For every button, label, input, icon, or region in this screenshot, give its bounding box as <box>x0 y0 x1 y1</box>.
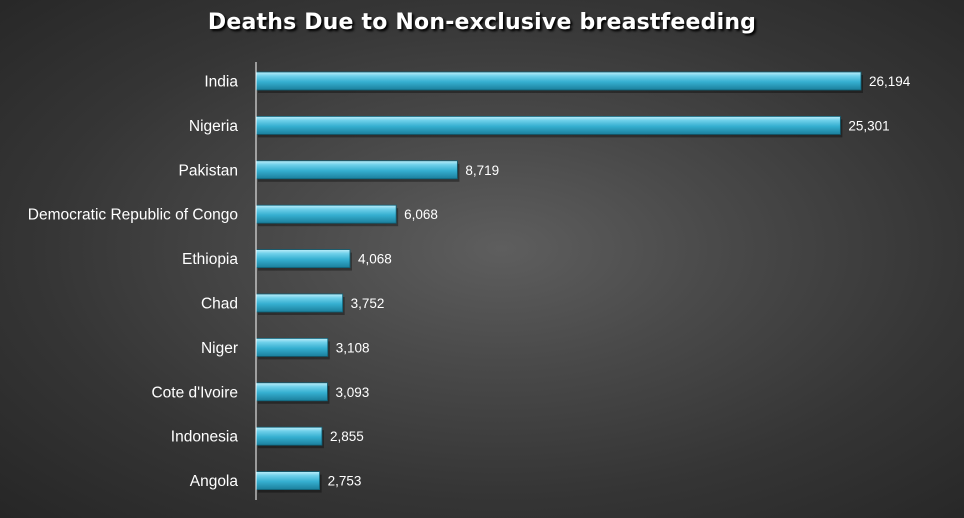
data-label: 3,108 <box>336 340 370 355</box>
category-label: India <box>204 74 238 91</box>
bars-layer <box>255 71 863 493</box>
category-label: Cote d'Ivoire <box>151 384 238 401</box>
bar <box>255 471 320 491</box>
category-label: Pakistan <box>179 162 238 179</box>
data-label: 2,753 <box>328 474 362 489</box>
bar <box>255 426 323 446</box>
category-label: Indonesia <box>171 429 239 446</box>
data-label: 6,068 <box>404 207 438 222</box>
data-label: 8,719 <box>465 163 499 178</box>
bar <box>255 382 328 402</box>
category-label: Ethiopia <box>182 251 238 268</box>
labels-layer: India 26,194 Nigeria 25,301 Pakistan 8,719 Dem… <box>28 74 911 491</box>
data-label: 26,194 <box>869 74 911 89</box>
category-label: Democratic Republic of Congo <box>28 207 238 224</box>
data-label: 3,093 <box>335 385 369 400</box>
bar <box>255 249 351 269</box>
data-label: 3,752 <box>351 296 385 311</box>
bar <box>255 337 329 357</box>
data-label: 2,855 <box>330 429 364 444</box>
bar <box>255 116 841 135</box>
category-label: Niger <box>201 340 238 357</box>
data-label: 25,301 <box>848 118 889 133</box>
bar <box>255 204 397 224</box>
category-label: Chad <box>201 296 238 313</box>
data-label: 4,068 <box>358 252 392 267</box>
category-label: Angola <box>190 473 239 490</box>
bar <box>255 71 862 91</box>
bar <box>255 293 344 313</box>
chart-title: Deaths Due to Non-exclusive breastfeedin… <box>207 10 757 35</box>
category-label: Nigeria <box>189 118 238 135</box>
bar <box>255 160 458 180</box>
